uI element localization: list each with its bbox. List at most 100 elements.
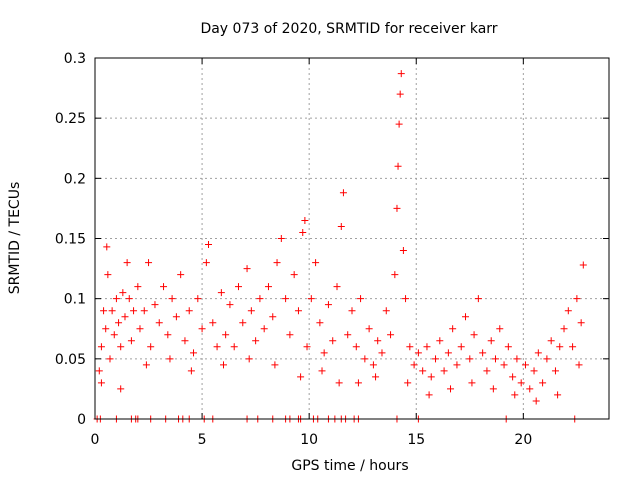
data-point: [509, 373, 517, 381]
data-point: [160, 283, 168, 291]
data-point: [102, 325, 110, 333]
data-point: [526, 385, 534, 393]
data-point: [554, 391, 562, 399]
x-tick-label: 0: [91, 432, 100, 448]
data-point: [344, 331, 352, 339]
data-point: [247, 307, 255, 315]
data-point: [166, 355, 174, 363]
y-tick-label: 0.1: [64, 292, 86, 308]
data-point: [387, 331, 395, 339]
data-point: [264, 283, 272, 291]
data-point: [312, 259, 320, 267]
data-point: [534, 349, 542, 357]
x-tick-label: 15: [407, 432, 425, 448]
data-point: [466, 355, 474, 363]
data-point: [432, 355, 440, 363]
data-point: [106, 355, 114, 363]
data-point: [444, 349, 452, 357]
data-point: [419, 367, 427, 375]
data-point: [423, 343, 431, 351]
data-point: [145, 259, 153, 267]
data-point: [410, 361, 418, 369]
data-point: [543, 355, 551, 363]
data-point: [440, 367, 448, 375]
data-point: [297, 373, 305, 381]
y-axis-ticks: 0 0.05 0.1 0.15 0.2 0.25 0.3: [55, 51, 609, 428]
data-point: [361, 355, 369, 363]
x-axis-ticks: 0 5 10 15 20: [91, 58, 532, 448]
data-point: [130, 307, 138, 315]
data-point: [547, 337, 555, 345]
data-point: [256, 295, 264, 303]
data-point: [112, 295, 120, 303]
data-point: [511, 391, 519, 399]
data-point: [168, 295, 176, 303]
y-tick-label: 0.2: [64, 171, 86, 187]
data-point: [117, 343, 125, 351]
data-point: [190, 349, 198, 357]
data-point: [119, 289, 127, 297]
data-point: [399, 247, 407, 255]
data-point: [222, 331, 230, 339]
y-tick-label: 0.05: [55, 352, 86, 368]
data-point: [394, 162, 402, 170]
data-point: [97, 379, 105, 387]
data-point: [140, 307, 148, 315]
data-point: [329, 337, 337, 345]
data-point: [369, 361, 377, 369]
data-point: [104, 271, 112, 279]
data-point: [290, 271, 298, 279]
data-point: [230, 343, 238, 351]
y-tick-label: 0.25: [55, 111, 86, 127]
data-point: [560, 325, 568, 333]
data-point: [427, 373, 435, 381]
data-point: [277, 235, 285, 242]
x-axis-label: GPS time / hours: [291, 458, 408, 474]
data-point: [365, 325, 373, 333]
data-point: [539, 379, 547, 387]
data-point: [294, 307, 302, 315]
data-point: [449, 325, 457, 333]
data-point: [579, 261, 587, 269]
data-point: [396, 90, 404, 98]
data-point: [513, 355, 521, 363]
data-point: [487, 337, 495, 345]
data-point: [217, 289, 225, 297]
data-point: [393, 204, 401, 212]
data-point: [147, 343, 155, 351]
data-point: [273, 259, 281, 267]
data-point: [352, 343, 360, 351]
chart-title: Day 073 of 2020, SRMTID for receiver kar…: [200, 21, 497, 37]
data-point: [397, 70, 405, 78]
data-point: [337, 222, 345, 230]
y-tick-label: 0.15: [55, 232, 86, 248]
data-point: [402, 295, 410, 303]
data-point: [172, 313, 180, 321]
data-point: [357, 295, 365, 303]
data-point: [474, 295, 482, 303]
data-point: [532, 397, 540, 405]
data-point: [282, 295, 290, 303]
data-point: [316, 319, 324, 327]
data-point: [239, 319, 247, 327]
series-0: [95, 70, 587, 405]
data-point: [155, 319, 163, 327]
data-point: [500, 361, 508, 369]
x-tick-label: 10: [300, 432, 318, 448]
data-point: [177, 271, 185, 279]
data-point: [414, 349, 422, 357]
data-point: [382, 307, 390, 315]
data-point: [569, 343, 577, 351]
y-axis-label: SRMTID / TECUs: [7, 182, 23, 295]
data-point: [117, 385, 125, 393]
data-point: [577, 319, 585, 327]
data-point: [100, 307, 108, 315]
data-point: [453, 361, 461, 369]
data-point: [462, 313, 470, 321]
data-point: [108, 307, 116, 315]
data-point: [404, 379, 412, 387]
data-point: [406, 343, 414, 351]
data-point: [198, 325, 206, 333]
data-point: [164, 331, 172, 339]
data-point: [354, 379, 362, 387]
